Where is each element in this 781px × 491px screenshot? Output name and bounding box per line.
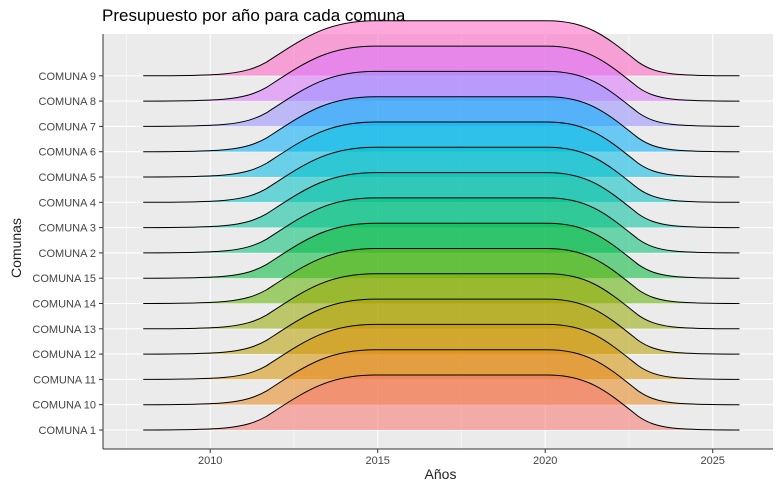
y-tick-label: COMUNA 10 (32, 400, 96, 412)
chart-title: Presupuesto por año para cada comuna (102, 6, 406, 25)
ridge-outline (143, 20, 740, 77)
y-tick-label: COMUNA 7 (39, 121, 96, 133)
ridge-outline (143, 70, 740, 127)
y-tick-label: COMUNA 11 (33, 374, 96, 386)
x-tick-label: 2020 (533, 455, 557, 467)
x-axis-ticks: 2010 2015 2020 2025 (198, 449, 725, 467)
y-tick-label: COMUNA 5 (39, 172, 96, 184)
ridge-outline (143, 172, 740, 229)
ridge-outline (143, 146, 740, 203)
ridge-comuna-1 (143, 374, 740, 431)
ridge-outline (143, 121, 740, 178)
x-tick-label: 2015 (365, 455, 389, 467)
y-tick-label: COMUNA 9 (39, 71, 96, 83)
y-tick-label: COMUNA 2 (39, 248, 96, 260)
ridge-outline (143, 273, 740, 330)
x-tick-label: 2010 (198, 455, 222, 467)
ridge-outline (143, 349, 740, 406)
y-tick-label: COMUNA 3 (39, 223, 96, 235)
ridge-outline (143, 248, 740, 304)
ridge-outline (143, 96, 740, 153)
x-axis-label: Años (424, 466, 457, 482)
y-tick-label: COMUNA 13 (32, 324, 96, 336)
ridge-outline (143, 45, 740, 102)
ridges (143, 20, 740, 431)
ridge-outline (143, 197, 740, 254)
y-axis-ticks: COMUNA 1 COMUNA 10 COMUNA 11 COMUNA 12 COMUN… (32, 71, 103, 437)
y-tick-label: COMUNA 15 (32, 273, 96, 285)
ridge-outline (143, 222, 740, 279)
ridge-outline (143, 323, 740, 380)
y-tick-label: COMUNA 12 (32, 349, 96, 361)
y-tick-label: COMUNA 6 (39, 147, 96, 159)
y-tick-label: COMUNA 8 (39, 96, 96, 108)
ridge-outline (143, 374, 740, 431)
y-tick-label: COMUNA 1 (39, 425, 96, 437)
y-tick-label: COMUNA 14 (32, 299, 96, 311)
ridge-fill (143, 375, 740, 430)
ridge-outline (143, 298, 740, 355)
y-tick-label: COMUNA 4 (39, 197, 96, 209)
y-axis-label: Comunas (8, 218, 24, 278)
x-tick-label: 2025 (700, 455, 724, 467)
